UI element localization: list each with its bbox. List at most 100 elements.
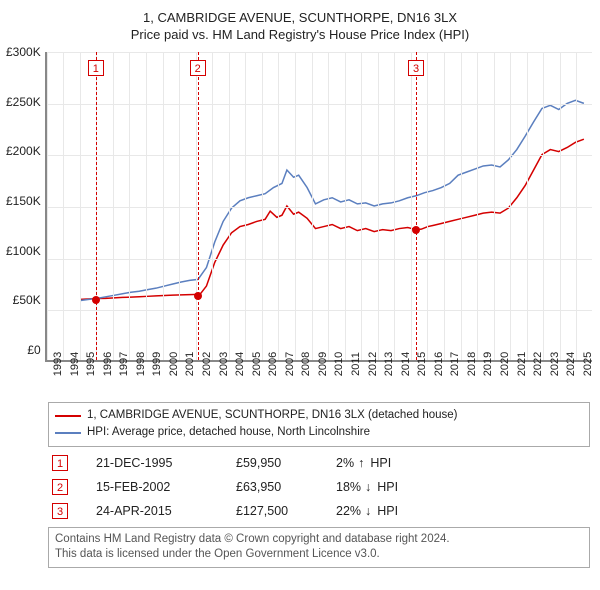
x-axis: 1993199419951996199719981999200020012002… [48, 362, 592, 396]
sale-row: 324-APR-2015£127,50022%↓HPI [52, 503, 590, 519]
x-tick-label: 2003 [218, 352, 230, 376]
x-tick-label: 2002 [201, 352, 213, 376]
marker-badge: 1 [88, 60, 104, 76]
sale-diff-suffix: HPI [377, 480, 398, 494]
gridline-vertical [63, 52, 64, 360]
x-tick-label: 1995 [85, 352, 97, 376]
marker-badge: 2 [190, 60, 206, 76]
series-price-paid [80, 139, 583, 299]
gridline-vertical [196, 52, 197, 360]
x-tick-label: 2022 [532, 352, 544, 376]
sale-badge: 1 [52, 455, 68, 471]
x-tick-label: 2007 [284, 352, 296, 376]
chart-container: 1, CAMBRIDGE AVENUE, SCUNTHORPE, DN16 3L… [0, 0, 600, 572]
x-tick-label: 2010 [333, 352, 345, 376]
gridline-vertical [345, 52, 346, 360]
legend-swatch [55, 415, 81, 417]
gridline-vertical [461, 52, 462, 360]
legend-row: HPI: Average price, detached house, Nort… [55, 424, 583, 441]
legend-swatch [55, 432, 81, 434]
gridline-vertical [494, 52, 495, 360]
plot-area: 1 2 3 [45, 52, 592, 362]
x-tick-label: 2000 [168, 352, 180, 376]
x-tick-label: 2018 [466, 352, 478, 376]
x-tick-label: 1994 [69, 352, 81, 376]
x-tick-label: 2025 [582, 352, 594, 376]
gridline-vertical [378, 52, 379, 360]
y-tick-label: £250K [6, 96, 41, 108]
marker-line [416, 52, 417, 360]
marker-badge: 3 [408, 60, 424, 76]
legend-label: 1, CAMBRIDGE AVENUE, SCUNTHORPE, DN16 3L… [87, 407, 457, 424]
y-tick-label: £200K [6, 145, 41, 157]
x-tick-label: 2008 [300, 352, 312, 376]
gridline-vertical [394, 52, 395, 360]
marker-line [198, 52, 199, 360]
chart-area: £300K£250K£200K£150K£100K£50K£0 123 [0, 52, 600, 362]
series-hpi [80, 100, 583, 300]
arrow-down-icon: ↓ [365, 480, 371, 494]
arrow-down-icon: ↓ [365, 504, 371, 518]
x-tick-label: 1997 [118, 352, 130, 376]
x-tick-label: 2021 [516, 352, 528, 376]
x-tick-label: 2006 [267, 352, 279, 376]
attribution-box: Contains HM Land Registry data © Crown c… [48, 527, 590, 568]
x-tick-label: 2020 [499, 352, 511, 376]
gridline-vertical [229, 52, 230, 360]
sale-diff-pct: 22% [336, 504, 361, 518]
sale-badge: 3 [52, 503, 68, 519]
gridline-vertical [129, 52, 130, 360]
x-tick-label: 1996 [102, 352, 114, 376]
x-tick-label: 2019 [482, 352, 494, 376]
gridline-vertical [212, 52, 213, 360]
y-axis: £300K£250K£200K£150K£100K£50K£0 [6, 52, 45, 362]
gridline-vertical [312, 52, 313, 360]
chart-subtitle: Price paid vs. HM Land Registry's House … [0, 27, 600, 42]
sale-row: 215-FEB-2002£63,95018%↓HPI [52, 479, 590, 495]
x-tick-label: 2011 [350, 352, 362, 376]
sale-price: £63,950 [236, 480, 336, 494]
y-tick-label: £50K [13, 294, 41, 306]
sale-date: 24-APR-2015 [96, 504, 236, 518]
y-tick-label: £150K [6, 195, 41, 207]
gridline-vertical [560, 52, 561, 360]
x-tick-label: 1998 [135, 352, 147, 376]
x-tick-label: 2004 [234, 352, 246, 376]
legend-row: 1, CAMBRIDGE AVENUE, SCUNTHORPE, DN16 3L… [55, 407, 583, 424]
gridline-vertical [163, 52, 164, 360]
x-tick-label: 1999 [151, 352, 163, 376]
info-panels: 1, CAMBRIDGE AVENUE, SCUNTHORPE, DN16 3L… [48, 402, 590, 568]
sale-diff-suffix: HPI [377, 504, 398, 518]
attribution-line-1: Contains HM Land Registry data © Crown c… [55, 532, 583, 548]
marker-line [96, 52, 97, 360]
gridline-vertical [113, 52, 114, 360]
y-tick-label: £300K [6, 46, 41, 58]
x-tick-label: 2009 [317, 352, 329, 376]
gridline-vertical [47, 52, 48, 360]
sale-diff-pct: 2% [336, 456, 354, 470]
sale-diff-pct: 18% [336, 480, 361, 494]
gridline-vertical [328, 52, 329, 360]
x-tick-label: 2013 [383, 352, 395, 376]
x-tick-label: 2005 [251, 352, 263, 376]
legend-label: HPI: Average price, detached house, Nort… [87, 424, 370, 441]
sale-diff-suffix: HPI [370, 456, 391, 470]
gridline-vertical [444, 52, 445, 360]
gridline-vertical [179, 52, 180, 360]
gridline-vertical [477, 52, 478, 360]
x-tick-label: 2017 [449, 352, 461, 376]
x-tick-label: 1993 [52, 352, 64, 376]
x-tick-label: 2001 [184, 352, 196, 376]
x-tick-label: 2015 [416, 352, 428, 376]
x-tick-label: 2014 [400, 352, 412, 376]
sale-diff: 22% ↓ HPI [336, 504, 398, 518]
chart-title: 1, CAMBRIDGE AVENUE, SCUNTHORPE, DN16 3L… [0, 10, 600, 25]
sale-diff: 2%↑HPI [336, 456, 391, 470]
gridline-vertical [527, 52, 528, 360]
sale-diff: 18% ↓ HPI [336, 480, 398, 494]
sale-row: 121-DEC-1995£59,9502%↑HPI [52, 455, 590, 471]
gridline-vertical [361, 52, 362, 360]
marker-dot [412, 226, 420, 234]
gridline-vertical [146, 52, 147, 360]
sale-date: 21-DEC-1995 [96, 456, 236, 470]
